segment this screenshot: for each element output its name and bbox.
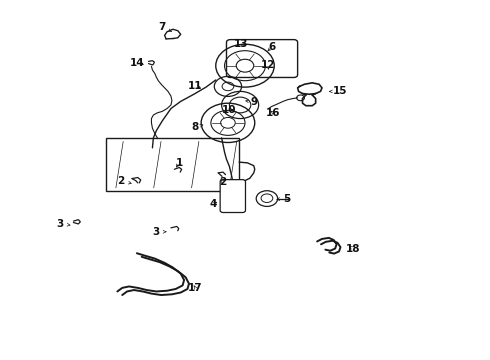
Text: 6: 6 — [268, 42, 275, 52]
Bar — [106, 138, 239, 192]
Text: 12: 12 — [261, 60, 276, 70]
Text: 14: 14 — [129, 58, 144, 68]
FancyBboxPatch shape — [226, 40, 297, 77]
Text: 13: 13 — [234, 39, 248, 49]
Text: 9: 9 — [246, 97, 257, 107]
Text: 2: 2 — [220, 177, 227, 187]
FancyBboxPatch shape — [220, 180, 245, 212]
Text: 15: 15 — [330, 86, 347, 96]
Text: 4: 4 — [210, 199, 217, 209]
Text: 17: 17 — [188, 283, 203, 293]
Text: 11: 11 — [188, 81, 202, 91]
Text: 8: 8 — [192, 122, 203, 132]
Text: 7: 7 — [158, 22, 172, 32]
Text: 18: 18 — [346, 244, 361, 253]
Text: 3: 3 — [56, 219, 70, 229]
Text: 1: 1 — [175, 158, 183, 168]
Text: 16: 16 — [266, 108, 280, 118]
Text: 3: 3 — [153, 227, 166, 237]
Text: 10: 10 — [222, 105, 237, 115]
Text: 5: 5 — [277, 194, 290, 203]
Text: 2: 2 — [117, 176, 131, 186]
